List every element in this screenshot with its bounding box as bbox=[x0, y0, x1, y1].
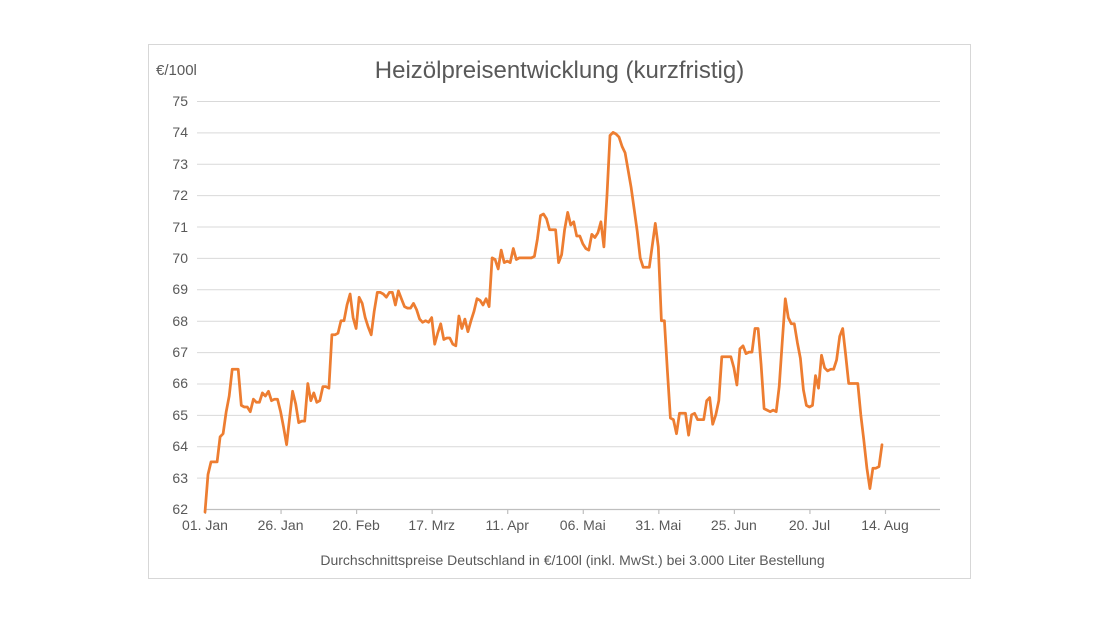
x-tick-label: 20. Jul bbox=[788, 517, 831, 533]
x-axis-line bbox=[204, 508, 940, 514]
y-tick-label: 62 bbox=[172, 501, 188, 517]
y-tick-label: 69 bbox=[172, 281, 188, 298]
x-tick-label: 31. Mai bbox=[635, 517, 682, 533]
y-tick-label: 64 bbox=[172, 438, 188, 455]
x-tick-label: 25. Jun bbox=[710, 517, 757, 533]
y-tick-label: 70 bbox=[172, 249, 188, 266]
y-tick-label: 65 bbox=[172, 406, 188, 423]
y-tick-label: 75 bbox=[172, 93, 188, 109]
y-tick-label: 72 bbox=[172, 187, 188, 204]
gridlines bbox=[197, 101, 940, 479]
x-tick-label: 01. Jan bbox=[182, 517, 228, 533]
x-tick-label: 11. Apr bbox=[485, 517, 529, 533]
y-tick-label: 73 bbox=[172, 155, 188, 172]
x-tick-label: 06. Mai bbox=[559, 517, 606, 533]
price-line-series bbox=[203, 131, 884, 514]
x-tick-label: 17. Mrz bbox=[408, 517, 455, 533]
y-tick-label: 74 bbox=[172, 124, 188, 141]
x-tick-label: 26. Jan bbox=[257, 517, 304, 533]
y-tick-label: 71 bbox=[172, 218, 188, 235]
y-tick-label: 66 bbox=[172, 375, 188, 392]
y-tick-label: 67 bbox=[172, 344, 188, 361]
y-tick-label: 68 bbox=[172, 312, 188, 329]
chart-caption: Durchschnittspreise Deutschland in €/100… bbox=[320, 552, 825, 568]
x-tick-label: 20. Feb bbox=[332, 517, 380, 533]
y-tick-label: 63 bbox=[172, 469, 188, 486]
y-axis-unit-label: €/100l bbox=[156, 62, 197, 79]
x-tick-label: 14. Aug bbox=[861, 517, 909, 533]
chart-title: Heizölpreisentwicklung (kurzfristig) bbox=[374, 57, 745, 84]
